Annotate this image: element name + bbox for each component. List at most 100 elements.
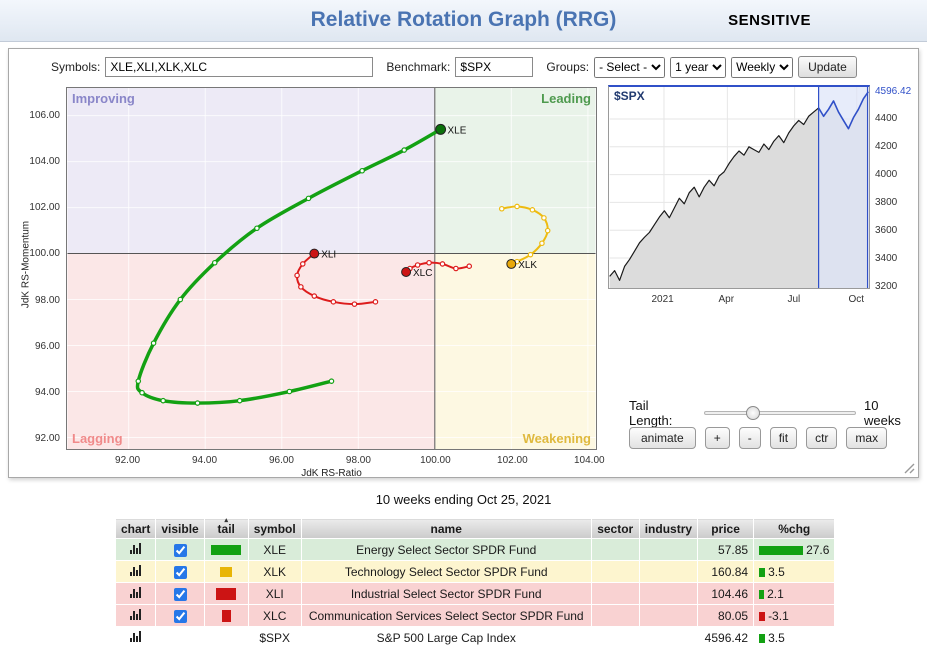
spx-y-tick: 3800 [875,197,898,209]
visible-checkbox[interactable] [173,587,187,601]
cell-visible [155,560,205,583]
chart-controls: animate + - fit ctr max [629,427,888,449]
table-row-xle: XLE Energy Select Sector SPDR Fund 57.85 27… [114,538,836,561]
benchmark-symbol: $SPX [614,89,645,103]
rrg-x-tick: 96.00 [268,455,294,466]
rrg-chart[interactable]: XLE XLI XLC XLK Improving Leading Lagging W… [21,87,605,479]
cell-chart [114,560,157,583]
mini-chart-icon[interactable] [130,564,142,576]
spx-y-tick: 3200 [875,280,898,292]
groups-select[interactable]: - Select - [594,56,666,78]
cell-industry [638,626,699,649]
spx-y-tick: 4000 [875,169,898,181]
cell-name: Technology Select Sector SPDR Fund [300,560,592,583]
rrg-y-tick: 96.00 [34,340,60,352]
tail-color-swatch [211,545,242,556]
page-title: Relative Rotation Graph (RRG) [310,8,617,31]
max-button[interactable]: max [846,427,888,449]
spx-y-tick: 3400 [875,252,898,264]
column-header-visible[interactable]: visible [155,518,205,539]
symbols-input[interactable] [105,57,374,77]
cell-sector [590,538,640,561]
visible-checkbox[interactable] [173,543,187,557]
column-header-sector[interactable]: sector [590,518,640,539]
cell-symbol: XLK [247,560,302,583]
cell-price: 104.46 [697,582,755,605]
rrg-panel: Symbols: Benchmark: Groups: - Select - 1… [8,48,919,479]
classification-label: SENSITIVE [728,12,811,29]
update-button[interactable]: Update [798,56,857,78]
head-xle[interactable] [435,123,447,135]
fit-button[interactable]: fit [769,427,798,449]
cell-industry [638,604,699,627]
pct-change-value: 27.6 [806,542,830,557]
rrg-plot[interactable]: XLE XLI XLC XLK [66,87,597,450]
period-select[interactable]: 1 year [670,56,727,78]
cell-symbol: $SPX [247,626,302,649]
quadrant-label-improving: Improving [72,91,135,106]
cell-industry [638,538,699,561]
spx-x-tick: Apr [718,294,735,305]
slider-thumb[interactable] [746,406,761,420]
center-button[interactable]: ctr [806,427,838,449]
rrg-y-tick: 94.00 [34,387,60,399]
mini-chart-icon[interactable] [130,586,142,598]
benchmark-input[interactable] [455,57,534,77]
zoom-in-button[interactable]: + [704,427,730,449]
column-header-industry[interactable]: industry [638,518,699,539]
zoom-out-button[interactable]: - [738,427,761,449]
mini-chart-icon[interactable] [130,608,142,620]
tail-symbol-label: XLE [448,125,467,136]
column-header-symbol[interactable]: symbol [247,518,302,539]
rrg-y-tick: 98.00 [34,294,60,306]
cell-pct-chg: -3.1 [753,604,836,627]
resize-handle-icon[interactable] [903,462,915,474]
tail-color-swatch [220,567,233,578]
cell-visible [155,538,205,561]
column-header-chart[interactable]: chart [114,518,157,539]
tail-length-slider[interactable] [704,406,857,420]
column-header-price[interactable]: price [697,518,755,539]
cell-sector [590,560,640,583]
cell-visible [155,604,205,627]
tail-length-label: Tail Length: [629,398,673,428]
animate-button[interactable]: animate [629,427,696,449]
mini-chart-icon[interactable] [130,542,142,554]
frequency-select[interactable]: Weekly [731,56,794,78]
tail-symbol-label: XLK [518,260,537,271]
cell-name: S&P 500 Large Cap Index [300,626,592,649]
table-header-row: chart visible tail ▴ symbol name sector industr… [114,517,836,539]
column-header-name[interactable]: name [300,518,592,539]
cell-tail [203,538,249,561]
tail-length-value: 10 weeks [863,398,901,428]
cell-sector [590,626,640,649]
visible-checkbox[interactable] [173,565,187,579]
quadrant-label-weakening: Weakening [522,431,591,446]
cell-chart [114,538,157,561]
cell-chart [114,604,157,627]
visible-checkbox[interactable] [173,609,187,623]
rrg-y-tick: 102.00 [29,202,60,214]
rrg-y-tick: 106.00 [29,109,60,121]
cell-pct-chg: 2.1 [753,582,836,605]
rrg-x-tick: 104.00 [574,455,605,466]
toolbar: Symbols: Benchmark: Groups: - Select - 1… [51,56,857,78]
rrg-x-tick: 94.00 [192,455,218,466]
x-axis-title: JdK RS-Ratio [301,468,362,479]
table-row-spx: $SPX S&P 500 Large Cap Index 4596.42 3.5 [114,626,836,649]
table-row-xli: XLI Industrial Select Sector SPDR Fund 104… [114,582,836,605]
holdings-table: chart visible tail ▴ symbol name sector industr… [114,517,836,649]
cell-price: 57.85 [697,538,755,561]
head-xlk[interactable] [506,258,517,269]
mini-chart-icon[interactable] [130,630,142,642]
rrg-y-tick: 92.00 [34,433,60,445]
period-caption: 10 weeks ending Oct 25, 2021 [375,492,552,507]
spx-x-tick: Oct [848,294,865,305]
column-header-chg[interactable]: %chg [753,518,836,539]
head-xli[interactable] [309,248,320,259]
head-xlc[interactable] [401,267,412,277]
benchmark-label: Benchmark: [386,60,451,74]
cell-industry [638,582,699,605]
column-header-tail[interactable]: tail ▴ [203,517,249,539]
slider-track[interactable] [704,411,857,415]
